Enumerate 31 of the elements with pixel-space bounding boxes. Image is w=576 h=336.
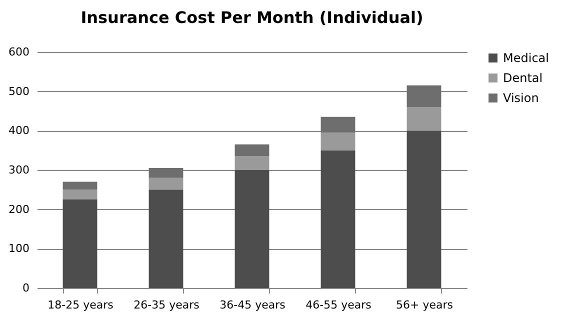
bar <box>320 150 356 288</box>
bar <box>234 170 270 288</box>
x-tick-label: 36-45 years <box>220 298 286 312</box>
bar <box>62 190 98 200</box>
x-tick-label: 46-55 years <box>306 298 372 312</box>
x-tick-label: 56+ years <box>396 298 454 312</box>
bar <box>234 144 270 156</box>
legend-label: Medical <box>503 51 549 65</box>
bar <box>148 168 184 178</box>
bar <box>62 182 98 190</box>
bar <box>320 116 356 133</box>
chart-title: Insurance Cost Per Month (Individual) <box>80 8 424 27</box>
y-tick-label: 400 <box>8 124 30 138</box>
y-tick-label: 200 <box>8 202 30 216</box>
bar <box>406 107 442 131</box>
y-tick-label: 500 <box>8 84 30 98</box>
y-tick-label: 600 <box>8 46 30 58</box>
bar <box>148 178 184 190</box>
bar <box>406 85 442 108</box>
legend-label: Dental <box>503 71 543 85</box>
bar <box>234 156 270 170</box>
bar <box>320 132 356 150</box>
x-tick-label: 18-25 years <box>48 298 114 312</box>
bar <box>62 200 98 288</box>
bar <box>406 130 442 288</box>
x-tick-label: 26-35 years <box>134 298 200 312</box>
legend-label: Vision <box>503 91 539 105</box>
y-tick-label: 300 <box>8 164 30 176</box>
bar <box>148 190 184 288</box>
y-tick-label: 100 <box>8 242 30 256</box>
y-tick-label: 0 <box>22 282 30 294</box>
